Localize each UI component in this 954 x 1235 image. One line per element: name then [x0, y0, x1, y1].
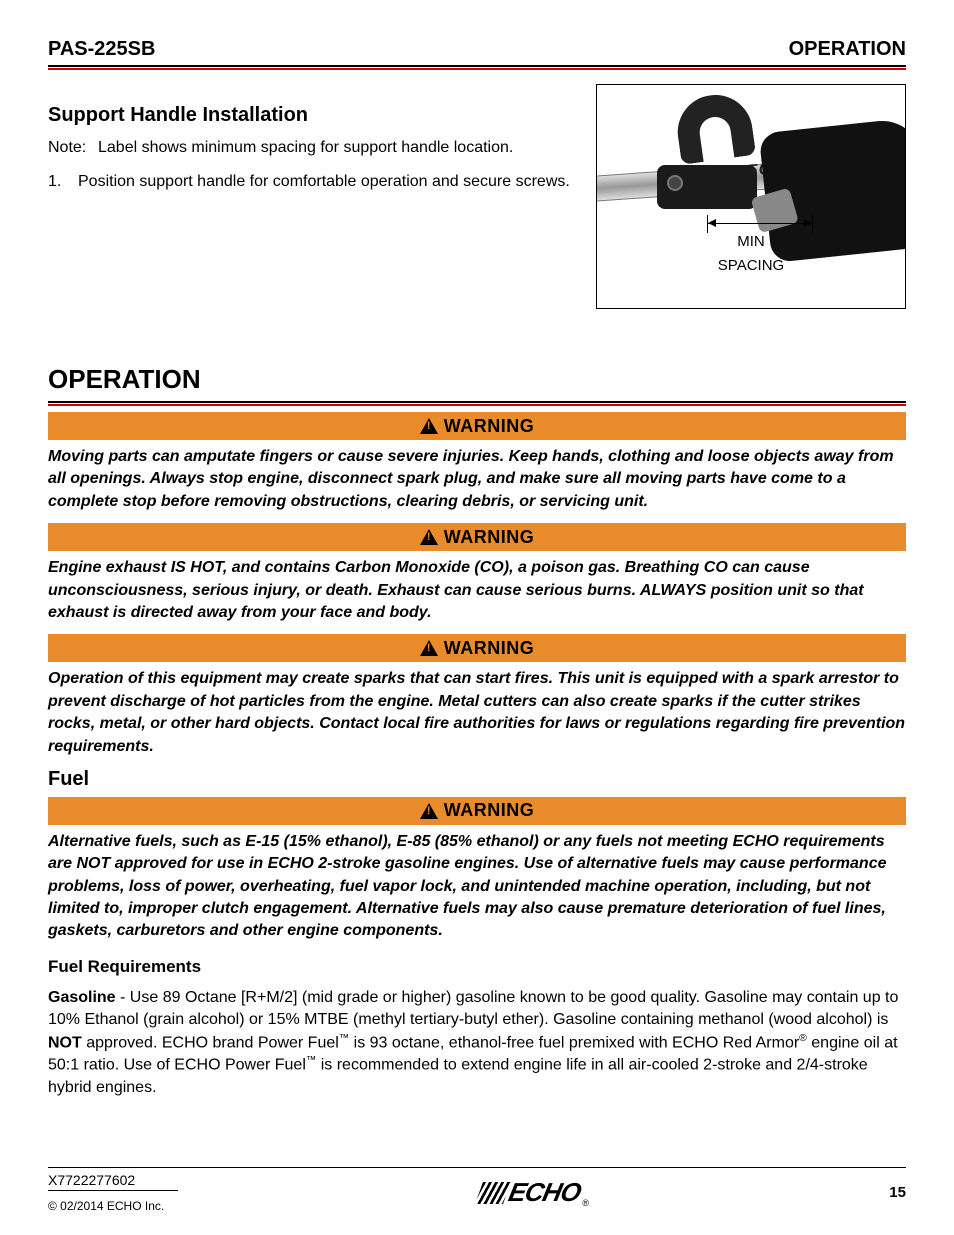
footer-copyright: © 02/2014 ECHO Inc. [48, 1199, 178, 1213]
warning-band-2: WARNING [48, 523, 906, 551]
fuel-requirements-heading: Fuel Requirements [48, 957, 906, 977]
fuel-requirements-body: Gasoline - Use 89 Octane [R+M/2] (mid gr… [48, 987, 906, 1100]
registered-icon: ® [799, 1033, 807, 1044]
operation-rule [48, 404, 906, 406]
figure-dimension [707, 215, 813, 233]
operation-heading: OPERATION [48, 364, 906, 403]
registered-icon: ® [582, 1198, 588, 1208]
warning-text-3: Operation of this equipment may create s… [48, 668, 906, 758]
trademark-icon: ™ [306, 1055, 316, 1066]
footer-doc-id: X7722277602 [48, 1172, 178, 1188]
support-step-1: 1. Position support handle for comfortab… [48, 171, 576, 193]
warning-band-1: WARNING [48, 412, 906, 440]
logo-stripes-icon [475, 1182, 511, 1204]
figure-min-label: MIN [597, 233, 905, 250]
support-title: Support Handle Installation [48, 104, 576, 127]
note-label: Note: [48, 137, 98, 159]
header-rule [48, 68, 906, 70]
page-footer: X7722277602 © 02/2014 ECHO Inc. ECHO ® 1… [48, 1167, 906, 1213]
warning-label: WARNING [444, 638, 535, 659]
footer-rule [48, 1167, 906, 1168]
warning-text-4: Alternative fuels, such as E-15 (15% eth… [48, 831, 906, 943]
warning-text-2: Engine exhaust IS HOT, and contains Carb… [48, 557, 906, 624]
fuel-heading: Fuel [48, 768, 906, 791]
step-text: Position support handle for comfortable … [78, 171, 570, 193]
warning-text-1: Moving parts can amputate fingers or cau… [48, 446, 906, 513]
warning-icon [420, 803, 438, 819]
trademark-icon: ™ [339, 1033, 349, 1044]
note-text: Label shows minimum spacing for support … [98, 137, 513, 159]
support-section: Support Handle Installation Note: Label … [48, 84, 906, 309]
support-figure: ECHO MIN SPACING [596, 84, 906, 309]
page-number: 15 [889, 1184, 906, 1201]
figure-spacing-label: SPACING [597, 257, 905, 274]
echo-logo: ECHO ® [479, 1177, 588, 1208]
warning-icon [420, 529, 438, 545]
warning-label: WARNING [444, 800, 535, 821]
logo-text: ECHO [506, 1177, 584, 1208]
warning-band-4: WARNING [48, 797, 906, 825]
warning-label: WARNING [444, 527, 535, 548]
warning-band-3: WARNING [48, 634, 906, 662]
warning-label: WARNING [444, 416, 535, 437]
step-number: 1. [48, 171, 78, 193]
warning-icon [420, 418, 438, 434]
warning-icon [420, 640, 438, 656]
not-emphasis: NOT [48, 1034, 82, 1051]
footer-subline [48, 1190, 178, 1191]
header-section: OPERATION [789, 38, 906, 61]
gasoline-label: Gasoline [48, 989, 116, 1006]
header-model: PAS-225SB [48, 38, 155, 61]
support-note: Note: Label shows minimum spacing for su… [48, 137, 576, 159]
page-header: PAS-225SB OPERATION [48, 38, 906, 67]
page: PAS-225SB OPERATION Support Handle Insta… [0, 0, 954, 1235]
